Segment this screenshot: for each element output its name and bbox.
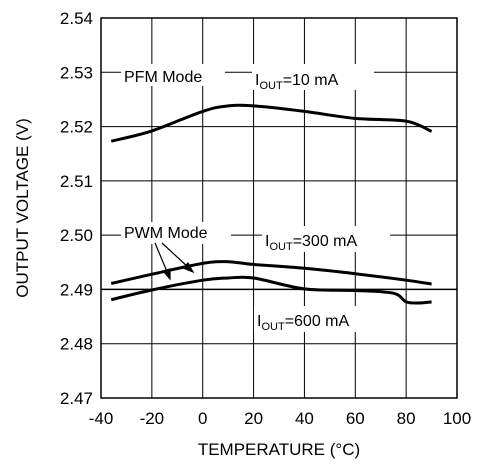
pwm-pointer-arrows xyxy=(154,242,195,281)
arrow-to-600ma xyxy=(154,242,169,275)
x-tick-labels: -40 -20 0 20 40 60 80 100 xyxy=(89,409,471,428)
pwm-label-bg xyxy=(121,222,231,244)
iout-300-label: IOUT=300 mA xyxy=(265,233,358,253)
iout-600-label: IOUT=600 mA xyxy=(257,313,350,333)
iout600-label-bg xyxy=(254,306,380,332)
y-tick-label: 2.54 xyxy=(60,9,93,28)
y-tick-label: 2.47 xyxy=(60,389,93,408)
x-tick-label: -20 xyxy=(140,409,165,428)
y-axis-title: OUTPUT VOLTAGE (V) xyxy=(13,118,32,297)
pwm-mode-label: PWM Mode xyxy=(124,225,208,242)
x-tick-label: 20 xyxy=(244,409,263,428)
y-tick-label: 2.53 xyxy=(60,63,93,82)
y-tick-label: 2.52 xyxy=(60,118,93,137)
pfm-label-bg xyxy=(121,64,225,86)
y-tick-label: 2.49 xyxy=(60,280,93,299)
x-tick-label: 40 xyxy=(295,409,314,428)
arrow-head-300ma xyxy=(181,262,195,274)
pfm-mode-label: PFM Mode xyxy=(124,69,202,86)
y-tick-label: 2.51 xyxy=(60,172,93,191)
x-tick-label: 0 xyxy=(198,409,207,428)
iout300-label-bg xyxy=(262,226,390,252)
iout-10-label: IOUT=10 mA xyxy=(255,72,339,92)
x-tick-label: 60 xyxy=(346,409,365,428)
y-tick-labels: 2.54 2.53 2.52 2.51 2.50 2.49 2.48 2.47 xyxy=(60,9,93,408)
arrow-to-300ma xyxy=(161,242,190,269)
x-tick-label: 80 xyxy=(397,409,416,428)
arrow-head-600ma xyxy=(161,268,171,281)
x-axis-title: TEMPERATURE (°C) xyxy=(198,440,360,459)
iout10-label-bg xyxy=(252,64,374,90)
series-pwm-600ma xyxy=(110,275,432,305)
x-tick-label: 100 xyxy=(443,409,471,428)
x-tick-label: -40 xyxy=(89,409,114,428)
series-lines xyxy=(110,103,433,305)
series-pfm-10ma xyxy=(110,103,433,143)
y-tick-label: 2.50 xyxy=(60,226,93,245)
plot-frame xyxy=(100,17,458,399)
y-tick-label: 2.48 xyxy=(60,335,93,354)
